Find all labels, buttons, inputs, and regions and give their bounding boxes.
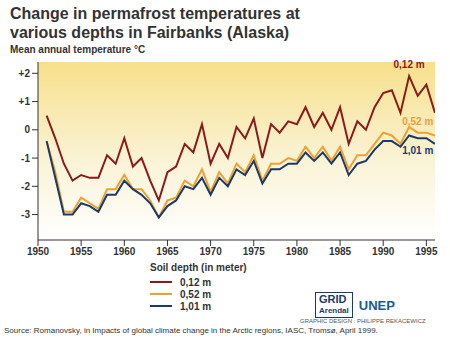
html-text:GRAPHIC DESIGN : PHILIPPE REKA: GRAPHIC DESIGN : PHILIPPE REKACEWICZ	[300, 318, 426, 324]
svg-text:-3: -3	[21, 209, 30, 220]
svg-text:0,52 m: 0,52 m	[402, 116, 433, 127]
svg-text:1970: 1970	[199, 246, 222, 257]
svg-text:1960: 1960	[113, 246, 136, 257]
svg-text:0: 0	[24, 124, 30, 135]
html-text:Source: Romanovsky, in Impacts: Source: Romanovsky, in Impacts of global…	[4, 326, 378, 335]
svg-text:1975: 1975	[243, 246, 266, 257]
svg-text:1985: 1985	[329, 246, 352, 257]
html-text:UNEP: UNEP	[358, 297, 395, 313]
html-text:GRID: GRID	[319, 293, 347, 305]
html-text:Change in permafrost temperatu: Change in permafrost temperatures at var…	[10, 5, 300, 41]
html-text:Soil depth (in meter): Soil depth (in meter)	[150, 262, 247, 273]
html-text:0,52 m: 0,52 m	[180, 288, 212, 300]
html-text:Arendal: Arendal	[319, 306, 349, 315]
svg-text:1980: 1980	[286, 246, 309, 257]
svg-text:1950: 1950	[27, 246, 50, 257]
svg-text:-1: -1	[21, 153, 30, 164]
svg-text:0,12 m: 0,12 m	[394, 59, 425, 70]
svg-text:1995: 1995	[415, 246, 438, 257]
svg-text:1,01 m: 1,01 m	[402, 145, 433, 156]
svg-text:1955: 1955	[70, 246, 93, 257]
svg-text:1990: 1990	[372, 246, 395, 257]
svg-text:+2: +2	[19, 68, 31, 79]
svg-text:1965: 1965	[156, 246, 179, 257]
html-text:Mean annual temperature °C: Mean annual temperature °C	[10, 44, 146, 55]
svg-text:-2: -2	[21, 181, 30, 192]
html-text:0,12 m: 0,12 m	[180, 276, 212, 288]
html-text:1,01 m: 1,01 m	[180, 300, 212, 312]
svg-text:+1: +1	[19, 96, 31, 107]
